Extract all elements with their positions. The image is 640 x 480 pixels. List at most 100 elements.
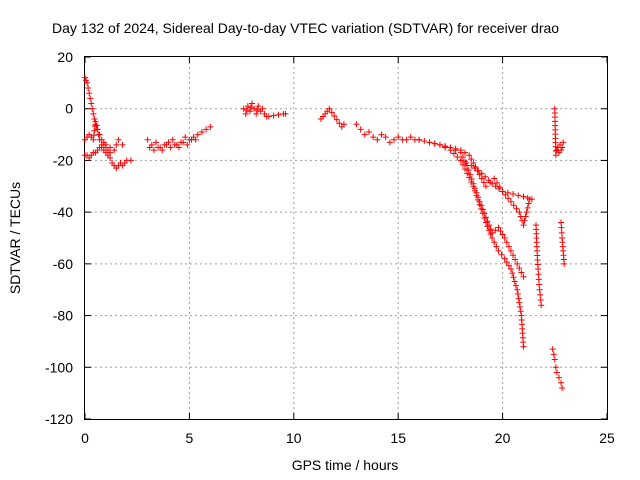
data-point-fill — [513, 283, 519, 289]
data-point — [514, 287, 520, 293]
data-point-fill — [454, 154, 460, 160]
data-point — [556, 375, 562, 381]
data-point-fill — [514, 206, 520, 212]
data-point-fill — [526, 201, 532, 207]
y-tick-label: -100 — [45, 359, 73, 375]
data-point-fill — [518, 308, 524, 314]
data-point-fill — [559, 230, 565, 236]
data-point — [559, 385, 565, 391]
data-point-fill — [517, 304, 523, 310]
plot-frame — [85, 57, 608, 420]
x-tick-label: 15 — [390, 430, 406, 446]
data-point-fill — [523, 213, 529, 219]
data-point-fill — [505, 195, 511, 201]
data-point-fill — [478, 203, 484, 209]
data-point — [427, 139, 433, 145]
data-point — [508, 199, 514, 205]
y-tick-label: -80 — [53, 308, 73, 324]
chart-title: Day 132 of 2024, Sidereal Day-to-day VTE… — [52, 20, 559, 36]
x-tick-label: 20 — [495, 430, 511, 446]
data-point-fill — [510, 274, 516, 280]
data-point — [120, 142, 126, 148]
data-marks — [82, 75, 567, 391]
data-point-fill — [515, 291, 521, 297]
data-point — [86, 90, 92, 96]
data-point — [90, 111, 96, 117]
y-tick-label: -40 — [53, 204, 73, 220]
data-point-fill — [254, 107, 260, 113]
data-point — [510, 191, 516, 197]
data-point-fill — [558, 225, 564, 231]
data-point-fill — [91, 128, 97, 134]
data-point — [353, 121, 359, 127]
data-point-fill — [113, 142, 119, 148]
data-point — [89, 106, 95, 112]
data-point-fill — [442, 143, 448, 149]
data-point-fill — [93, 123, 99, 129]
x-axis-label: GPS time / hours — [292, 457, 399, 473]
data-point — [535, 266, 541, 272]
data-point-fill — [509, 270, 515, 276]
y-tick-label: -60 — [53, 256, 73, 272]
data-point — [358, 126, 364, 132]
data-point — [537, 292, 543, 298]
data-point-fill — [488, 231, 494, 237]
data-point-fill — [499, 252, 505, 258]
data-point — [554, 369, 560, 375]
chart-grid — [85, 57, 607, 419]
data-point-fill — [275, 112, 281, 118]
data-point — [87, 95, 93, 101]
y-tick-label: -20 — [53, 152, 73, 168]
data-point-fill — [467, 172, 473, 178]
y-axis-label: SDTVAR / TECUs — [7, 182, 23, 294]
data-point-fill — [512, 278, 518, 284]
data-point — [520, 344, 526, 350]
data-point-fill — [511, 202, 517, 208]
data-point — [491, 176, 497, 182]
y-tick-label: 20 — [57, 49, 73, 65]
data-point — [437, 142, 443, 148]
data-point-fill — [432, 141, 438, 147]
data-point-fill — [421, 138, 427, 144]
data-point — [416, 137, 422, 143]
x-tick-label: 10 — [286, 430, 302, 446]
data-point — [115, 137, 121, 143]
data-point — [95, 126, 101, 132]
data-point — [145, 137, 151, 143]
data-point-fill — [96, 132, 102, 138]
x-tick-label: 5 — [186, 430, 194, 446]
data-point-fill — [524, 209, 530, 215]
y-tick-label: -120 — [45, 411, 73, 427]
data-point-fill — [484, 218, 490, 224]
data-point-fill — [466, 167, 472, 173]
data-point-fill — [516, 295, 522, 301]
data-point-fill — [535, 271, 541, 277]
x-tick-label: 25 — [599, 430, 615, 446]
data-point — [483, 214, 489, 220]
data-point — [520, 194, 526, 200]
data-point-fill — [551, 351, 557, 357]
data-point — [536, 282, 542, 288]
data-point — [85, 85, 91, 91]
data-point — [550, 346, 556, 352]
sdtvar-chart: Day 132 of 2024, Sidereal Day-to-day VTE… — [0, 0, 640, 480]
data-point-fill — [525, 205, 531, 211]
data-point-fill — [537, 287, 543, 293]
data-point-fill — [481, 210, 487, 216]
data-point-fill — [469, 176, 475, 182]
data-point — [520, 222, 526, 228]
data-point — [561, 261, 567, 267]
data-point-fill — [516, 300, 522, 306]
data-point — [538, 302, 544, 308]
data-point — [553, 364, 559, 370]
data-point — [88, 101, 94, 107]
data-point — [558, 380, 564, 386]
data-point — [516, 209, 522, 215]
data-point-fill — [515, 192, 521, 198]
data-point-fill — [271, 113, 277, 119]
x-tick-label: 0 — [81, 430, 89, 446]
data-point — [128, 157, 134, 163]
y-tick-label: 0 — [65, 101, 73, 117]
data-point — [552, 357, 558, 363]
data-point-fill — [494, 180, 500, 186]
